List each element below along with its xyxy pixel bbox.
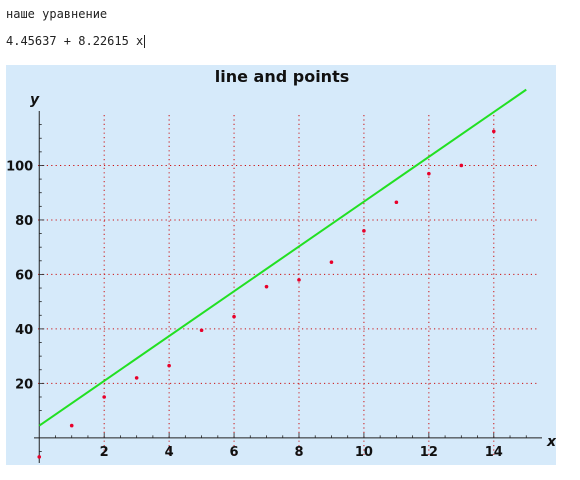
data-point-3 [134, 376, 139, 380]
data-point-2 [102, 395, 106, 399]
data-point-7 [264, 284, 269, 289]
data-point-14 [491, 129, 496, 134]
x-axis-label: x [546, 434, 556, 450]
tick-labels: 2 4 6 8 10 12 14 20 40 60 80 100 [6, 159, 503, 459]
x-tick-label-10: 10 [355, 445, 373, 460]
fit-line [38, 88, 527, 427]
x-tick-label-2: 2 [100, 445, 109, 460]
data-point-6 [232, 314, 236, 319]
formula-output[interactable]: 4.45637 + 8.22615 x [6, 34, 146, 48]
data-points [37, 129, 496, 459]
chart-title: line and points [215, 67, 349, 86]
y-tick-label-20: 20 [15, 377, 33, 392]
data-point-8 [297, 278, 301, 282]
data-point-11 [394, 200, 399, 205]
y-tick-label-80: 80 [15, 214, 33, 229]
y-axis-label: y [30, 92, 40, 108]
axes [34, 111, 542, 463]
x-tick-label-6: 6 [230, 445, 239, 460]
chart-container: line and points 2 4 6 8 10 12 14 20 40 60 80 100 y … [6, 65, 557, 465]
data-point-10 [362, 229, 366, 233]
data-point-9 [329, 260, 334, 264]
data-point-13 [459, 163, 464, 168]
y-tick-label-100: 100 [6, 159, 33, 174]
data-point-4 [167, 363, 171, 368]
x-tick-label-14: 14 [485, 445, 503, 460]
fit-line-layer [38, 88, 527, 427]
formula-text: 4.45637 + 8.22615 x [6, 34, 144, 48]
x-tick-label-12: 12 [420, 445, 438, 460]
x-tick-label-4: 4 [165, 445, 174, 460]
data-point-5 [199, 328, 204, 333]
y-tick-label-60: 60 [15, 268, 33, 283]
notebook-label: наше уравнение [6, 7, 108, 21]
x-tick-label-8: 8 [294, 445, 303, 460]
y-tick-label-40: 40 [15, 323, 33, 338]
data-point-12 [427, 171, 431, 176]
text-cursor [144, 34, 146, 48]
data-point-1 [69, 423, 74, 428]
data-point-0 [37, 455, 42, 459]
